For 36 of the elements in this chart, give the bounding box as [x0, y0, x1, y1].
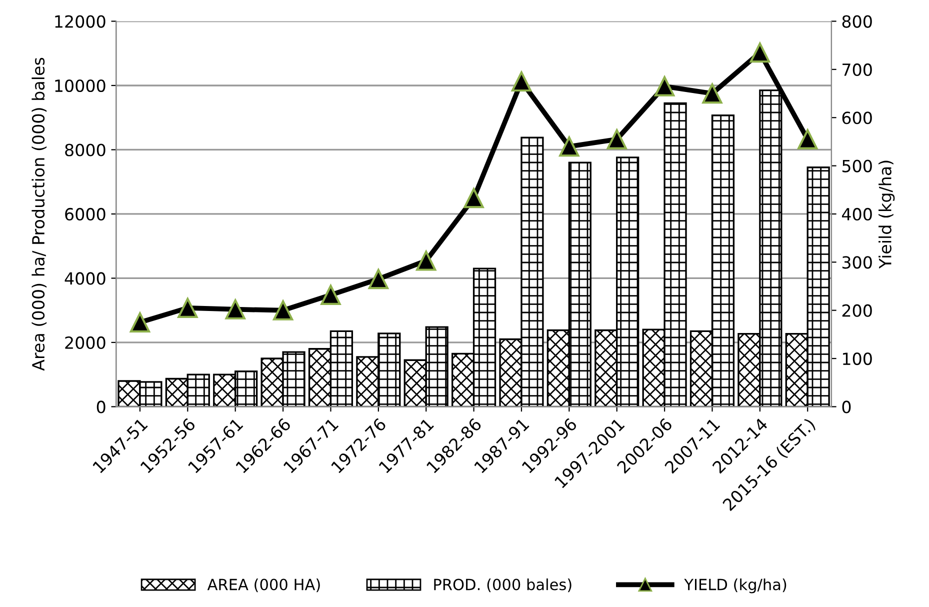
- y2-tick-label: 600: [842, 112, 872, 124]
- y-tick-label: 6000: [65, 208, 106, 221]
- point: [320, 284, 341, 305]
- y-axis-title: Area (000) ha/ Production (000) bales: [32, 58, 47, 371]
- point: [368, 268, 388, 290]
- point: [702, 83, 722, 104]
- y2-tick-label: 300: [842, 256, 872, 269]
- point: [272, 300, 294, 320]
- y2-tick-label: 500: [842, 160, 872, 172]
- y-tick-label: 8000: [65, 144, 106, 156]
- y-tick-label: 4000: [64, 272, 106, 285]
- point: [654, 76, 675, 96]
- point: [511, 71, 532, 92]
- legend-label: PROD. (000 bales): [434, 578, 572, 592]
- point: [225, 299, 246, 320]
- y2-tick-label: 200: [842, 304, 872, 317]
- point: [178, 298, 198, 318]
- point: [750, 42, 770, 63]
- y2-axis-title: Yieild (kg/ha): [878, 160, 895, 269]
- point: [464, 188, 484, 208]
- y-tick-label: 10000: [55, 79, 106, 92]
- y-tick-label: 2000: [65, 336, 106, 350]
- point: [606, 129, 627, 150]
- point: [416, 250, 436, 271]
- y2-tick-label: 100: [843, 352, 872, 366]
- point: [798, 129, 818, 150]
- y2-tick-label: 700: [842, 63, 872, 76]
- y2-tick-label: 400: [842, 208, 872, 221]
- y2-tick-label: 0: [842, 400, 851, 414]
- legend-label: YIELD (kg/ha): [684, 578, 786, 594]
- y-tick-label: 0: [96, 400, 106, 414]
- y2-tick-label: 800: [842, 15, 872, 28]
- point: [130, 312, 150, 332]
- legend-label: AREA (000 HA): [207, 578, 320, 592]
- point: [559, 136, 580, 157]
- y-tick-label: 12000: [55, 15, 106, 28]
